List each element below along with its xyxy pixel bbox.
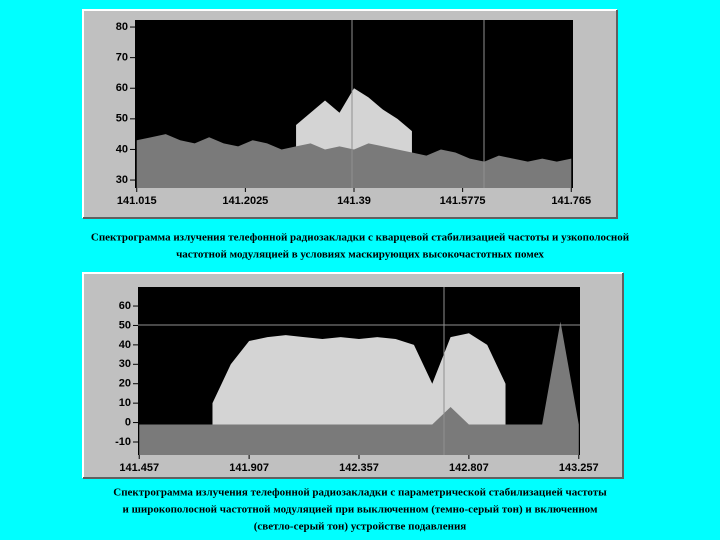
x-tick-label: 141.907 xyxy=(229,462,269,474)
x-tick-label: 141.2025 xyxy=(222,195,268,207)
y-tick-label: 30 xyxy=(119,358,131,370)
y-tick-label: 70 xyxy=(116,52,128,64)
x-tick-label: 142.807 xyxy=(449,462,489,474)
y-tick-label: 50 xyxy=(119,319,131,331)
y-tick-label: 50 xyxy=(116,113,128,125)
caption-line: и широкополосной частотной модуляцией пр… xyxy=(123,504,598,516)
y-tick-label: -10 xyxy=(115,436,131,448)
y-tick-label: 20 xyxy=(119,378,131,390)
y-tick-label: 40 xyxy=(119,339,131,351)
y-tick-label: 60 xyxy=(119,300,131,312)
y-tick-label: 40 xyxy=(116,143,128,155)
x-tick-label: 141.457 xyxy=(119,462,159,474)
caption-line: частотной модуляцией в условиях маскирую… xyxy=(176,249,544,261)
x-tick-label: 141.015 xyxy=(117,195,157,207)
x-tick-label: 142.357 xyxy=(339,462,379,474)
caption-line: Спектрограмма излучения телефонной радио… xyxy=(91,232,630,244)
bevel-dark xyxy=(83,10,618,219)
y-tick-label: 80 xyxy=(116,21,128,33)
x-tick-label: 141.39 xyxy=(337,195,371,207)
spectrum-area xyxy=(139,321,579,455)
y-tick-label: 30 xyxy=(116,174,128,186)
bevel-dark xyxy=(83,273,624,479)
bevel-light xyxy=(82,9,617,218)
x-tick-label: 141.765 xyxy=(551,195,591,207)
y-tick-label: 60 xyxy=(116,82,128,94)
x-tick-label: 143.257 xyxy=(559,462,599,474)
bevel-light xyxy=(82,272,623,478)
y-tick-label: 0 xyxy=(125,416,131,428)
caption-line: (светло-серый тон) устройстве подавления xyxy=(254,521,467,533)
caption-line: Спектрограмма излучения телефонной радио… xyxy=(113,487,607,499)
spectrum-area xyxy=(136,134,572,188)
x-tick-label: 141.5775 xyxy=(440,195,486,207)
y-tick-label: 10 xyxy=(119,397,131,409)
